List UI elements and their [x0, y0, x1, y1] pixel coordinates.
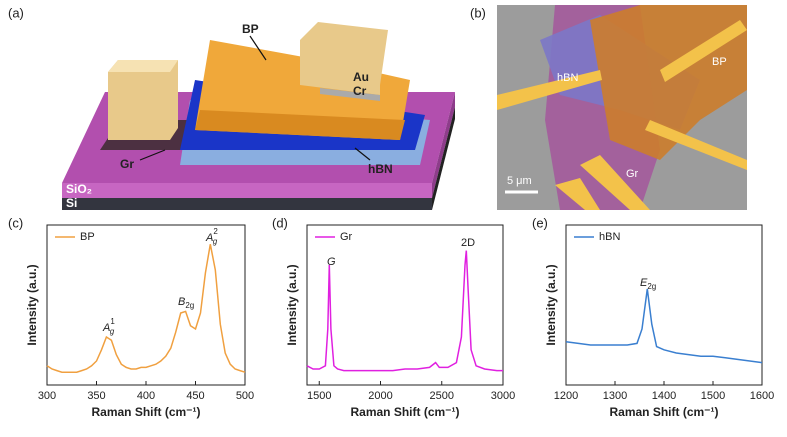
peak-label-sub: 2g	[185, 301, 194, 310]
x-tick-label: 500	[236, 390, 254, 402]
electrode	[660, 20, 747, 82]
electrode	[580, 155, 650, 210]
si-front	[62, 198, 432, 210]
bp-pointer	[249, 35, 267, 61]
micrograph: hBN BP Gr 5 μm	[497, 5, 747, 210]
electrode	[555, 178, 600, 210]
electrode	[497, 70, 602, 110]
au-pad-left	[108, 60, 178, 140]
au-pad-left-top	[108, 60, 178, 72]
peak-label-sub: g	[213, 237, 218, 246]
x-axis-label: Raman Shift (cm⁻¹)	[91, 405, 200, 419]
label: Gr	[626, 168, 639, 180]
y-axis-label: Intensity (a.u.)	[544, 264, 558, 345]
panel-label: (e)	[532, 215, 548, 230]
label: Gr	[120, 157, 134, 171]
spectrum-line	[46, 244, 246, 373]
peak-label-sub: g	[110, 327, 115, 336]
x-tick-label: 2500	[430, 390, 454, 402]
hbn-pointer	[354, 147, 371, 161]
x-tick-label: 400	[137, 390, 155, 402]
peak-label-base: B	[178, 296, 185, 308]
peak-label-base: G	[327, 256, 336, 268]
peak-label: A2 g	[205, 227, 218, 246]
x-tick-label: 3000	[491, 390, 515, 402]
x-tick-label: 1300	[603, 390, 627, 402]
peak-label-base: E	[640, 277, 648, 289]
spectrum-line	[306, 250, 503, 372]
peak-label: B2g	[178, 296, 194, 310]
electrode	[645, 120, 747, 170]
scale-label: 5 μm	[507, 175, 532, 187]
peak-label-base: A	[205, 232, 213, 244]
label: BP	[242, 22, 259, 36]
x-tick-label: 450	[186, 390, 204, 402]
bp-edge	[195, 110, 405, 140]
sio2-side	[432, 92, 455, 198]
x-tick-label: 1600	[750, 390, 774, 402]
peak-label-sup: 2	[213, 227, 218, 236]
legend-label: hBN	[599, 231, 620, 243]
peak-label: A1 g	[102, 317, 115, 336]
peak-label-sub: 2g	[647, 282, 656, 291]
x-axis-label: Raman Shift (cm⁻¹)	[609, 405, 718, 419]
panel-label: (b)	[470, 5, 486, 20]
spectrum-line	[565, 288, 763, 364]
x-tick-label: 1500	[701, 390, 725, 402]
label: Au	[353, 70, 369, 84]
peak-label-base: A	[102, 322, 110, 334]
legend-label: BP	[80, 231, 95, 243]
y-axis-label: Intensity (a.u.)	[25, 264, 39, 345]
plot-frame	[565, 224, 763, 386]
x-tick-label: 350	[87, 390, 105, 402]
x-tick-label: 2000	[368, 390, 392, 402]
x-tick-label: 1500	[307, 390, 331, 402]
x-tick-label: 1400	[652, 390, 676, 402]
label: hBN	[557, 72, 578, 84]
x-tick-label: 1200	[554, 390, 578, 402]
label: Si	[66, 196, 77, 210]
si-side	[432, 107, 455, 210]
sio2-front	[62, 183, 432, 198]
peak-label-sup: 1	[110, 317, 115, 326]
cr-layer	[320, 88, 380, 101]
label: BP	[712, 56, 727, 68]
device-illustration: BP Au Cr Gr hBN SiO₂ Si	[62, 22, 455, 210]
x-axis-label: Raman Shift (cm⁻¹)	[350, 405, 459, 419]
peak-label-text: 2D	[461, 237, 475, 249]
peak-label: 2D	[461, 237, 475, 249]
y-axis-label: Intensity (a.u.)	[285, 264, 299, 345]
panel-label: (a)	[8, 5, 24, 20]
label: hBN	[368, 162, 393, 176]
panel-label: (c)	[8, 215, 23, 230]
x-tick-label: 300	[38, 390, 56, 402]
peak-label: G	[327, 256, 336, 268]
gr-pointer	[139, 149, 166, 161]
legend-label: Gr	[340, 231, 353, 243]
panel-label: (d)	[272, 215, 288, 230]
label: Cr	[353, 84, 367, 98]
plot-frame	[306, 224, 504, 386]
label: SiO₂	[66, 182, 92, 196]
peak-label: E2g	[640, 277, 656, 291]
plot-frame	[46, 224, 246, 386]
au-pad-right	[300, 22, 388, 95]
